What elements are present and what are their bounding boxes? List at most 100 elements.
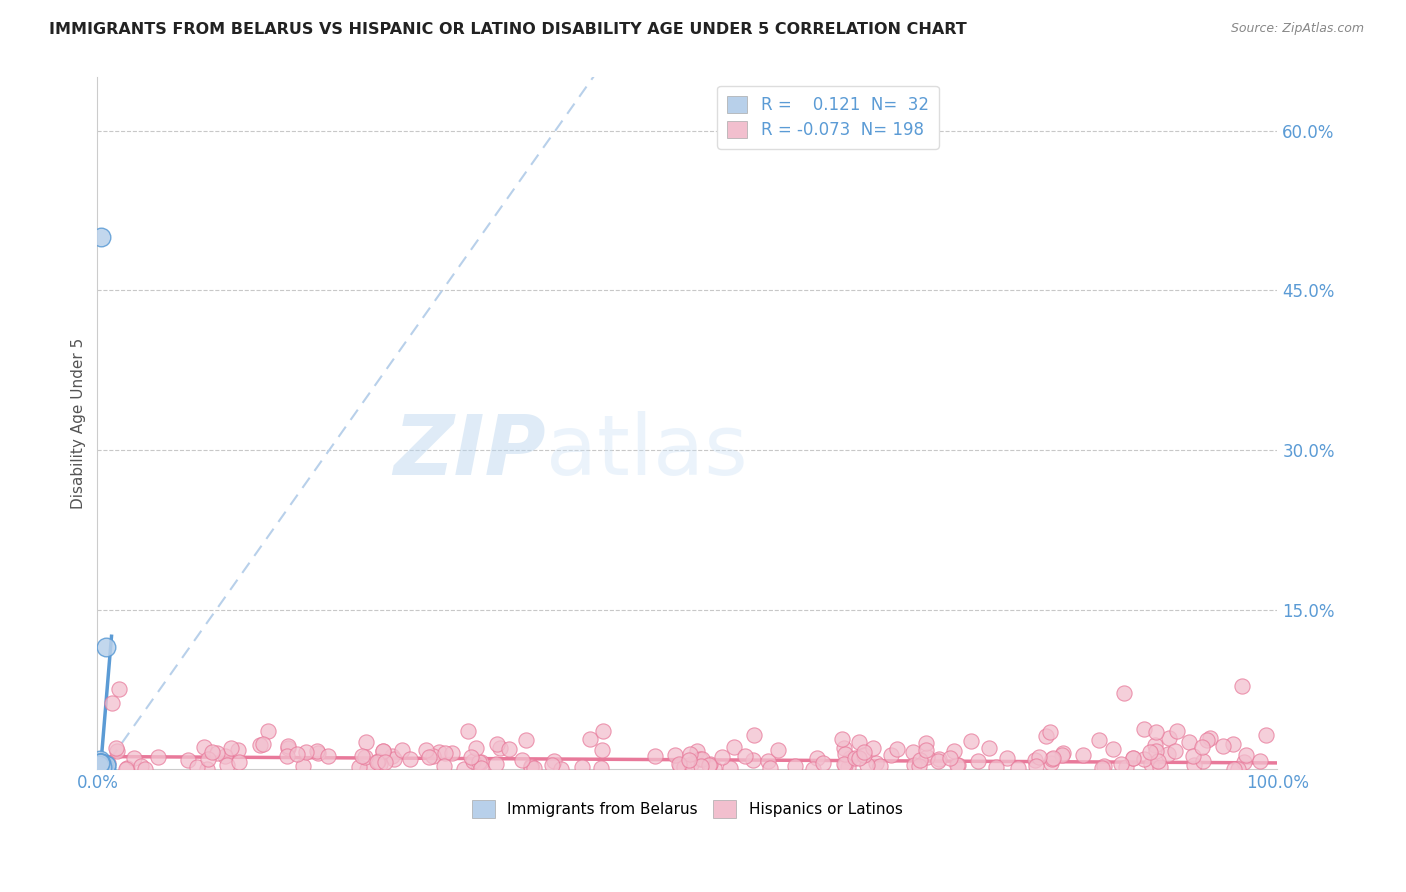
Point xyxy=(87,761,110,775)
Point xyxy=(718,760,741,774)
Point xyxy=(107,682,129,697)
Point xyxy=(89,753,111,767)
Point xyxy=(219,741,242,756)
Point xyxy=(673,760,696,774)
Point xyxy=(1122,751,1144,765)
Point xyxy=(939,751,962,765)
Point xyxy=(380,749,402,764)
Point xyxy=(217,757,239,772)
Point xyxy=(90,756,112,771)
Point xyxy=(1024,753,1046,767)
Point xyxy=(277,740,299,755)
Point xyxy=(100,696,122,710)
Point xyxy=(353,750,375,764)
Point xyxy=(1149,760,1171,774)
Point xyxy=(371,744,394,758)
Point xyxy=(87,758,110,772)
Point xyxy=(228,743,250,757)
Point xyxy=(415,743,437,757)
Point xyxy=(214,748,236,763)
Point xyxy=(350,748,373,763)
Point xyxy=(1184,757,1206,772)
Point xyxy=(1164,744,1187,758)
Point xyxy=(689,759,711,773)
Point xyxy=(295,745,318,759)
Point xyxy=(945,758,967,772)
Point xyxy=(1181,749,1204,764)
Point xyxy=(105,744,128,758)
Point xyxy=(252,737,274,751)
Point xyxy=(1177,735,1199,749)
Point xyxy=(1227,762,1250,776)
Point xyxy=(1088,732,1111,747)
Point xyxy=(468,755,491,769)
Point xyxy=(1254,728,1277,742)
Text: IMMIGRANTS FROM BELARUS VS HISPANIC OR LATINO DISABILITY AGE UNDER 5 CORRELATION: IMMIGRANTS FROM BELARUS VS HISPANIC OR L… xyxy=(49,22,967,37)
Point xyxy=(901,745,924,759)
Point xyxy=(115,762,138,776)
Point xyxy=(391,743,413,757)
Point xyxy=(193,740,215,755)
Point xyxy=(510,753,533,767)
Point xyxy=(1139,745,1161,759)
Point xyxy=(591,743,613,757)
Point xyxy=(1139,756,1161,771)
Point xyxy=(96,758,118,772)
Point xyxy=(1233,755,1256,769)
Point xyxy=(90,759,112,773)
Point xyxy=(368,757,391,772)
Point xyxy=(1050,747,1073,762)
Point xyxy=(550,762,572,776)
Point xyxy=(89,760,111,774)
Point xyxy=(592,723,614,738)
Point xyxy=(89,756,111,770)
Point xyxy=(356,735,378,749)
Point xyxy=(591,761,613,775)
Point xyxy=(832,740,855,755)
Point xyxy=(1042,751,1064,765)
Text: atlas: atlas xyxy=(546,410,748,491)
Point xyxy=(307,747,329,761)
Point xyxy=(91,760,114,774)
Point xyxy=(97,756,120,770)
Point xyxy=(744,728,766,742)
Point xyxy=(960,734,983,748)
Point xyxy=(543,754,565,768)
Point xyxy=(488,741,510,756)
Point xyxy=(995,751,1018,765)
Point xyxy=(1102,741,1125,756)
Point xyxy=(90,760,112,774)
Point xyxy=(759,762,782,776)
Point xyxy=(834,757,856,772)
Point xyxy=(433,746,456,760)
Point xyxy=(515,733,537,747)
Point xyxy=(734,748,756,763)
Point xyxy=(146,750,169,764)
Point xyxy=(91,761,114,775)
Point xyxy=(540,758,562,772)
Point xyxy=(1234,747,1257,762)
Point xyxy=(520,759,543,773)
Legend: Immigrants from Belarus, Hispanics or Latinos: Immigrants from Belarus, Hispanics or La… xyxy=(467,794,908,824)
Point xyxy=(498,741,520,756)
Point xyxy=(668,756,690,771)
Point xyxy=(89,761,111,775)
Point xyxy=(89,762,111,776)
Point xyxy=(87,757,110,772)
Point xyxy=(366,755,388,769)
Point xyxy=(579,731,602,746)
Point xyxy=(523,762,546,776)
Point xyxy=(886,742,908,756)
Point xyxy=(853,745,876,759)
Point xyxy=(464,741,486,756)
Point xyxy=(852,747,875,762)
Point xyxy=(914,742,936,756)
Point xyxy=(1249,754,1271,768)
Point xyxy=(470,761,492,775)
Point xyxy=(441,746,464,760)
Point xyxy=(1199,731,1222,745)
Point xyxy=(117,761,139,775)
Point xyxy=(690,752,713,766)
Point xyxy=(678,754,700,768)
Point xyxy=(1122,751,1144,765)
